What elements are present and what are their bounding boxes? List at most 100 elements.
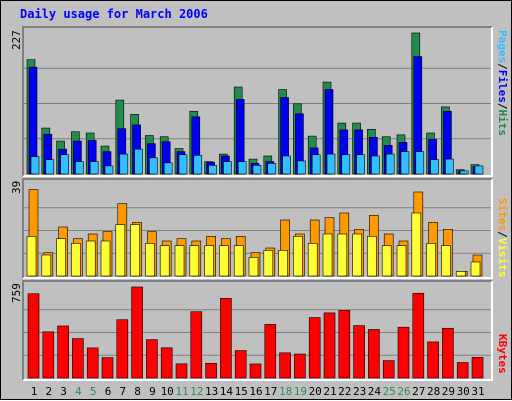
visits-bar — [26, 236, 37, 277]
pages-bar — [208, 165, 217, 175]
visits-bar — [100, 240, 111, 277]
kbytes-bar — [175, 363, 188, 379]
day-tick-label: 30 — [457, 385, 470, 398]
day-tick-label: 9 — [149, 385, 156, 398]
visits-bar — [189, 245, 200, 277]
kbytes-bar — [146, 339, 158, 379]
kbytes-bar — [338, 310, 351, 379]
pages-bar — [252, 165, 262, 175]
day-tick-label: 13 — [205, 385, 218, 398]
pages-bar — [30, 156, 40, 175]
hits-files-pages-plot — [24, 32, 491, 175]
day-tick-label: 12 — [190, 385, 203, 398]
visits-bar — [441, 245, 451, 277]
kbytes-bar — [264, 324, 277, 379]
pages-bar — [430, 159, 439, 175]
pages-bar — [178, 154, 188, 175]
files-legend-label: Files — [496, 69, 509, 103]
day-tick-label: 7 — [119, 385, 126, 398]
pages-bar — [163, 162, 173, 175]
day-tick-label: 16 — [249, 385, 262, 398]
pages-bar — [356, 154, 365, 175]
visits-bar — [71, 243, 81, 277]
pages-bar — [223, 161, 232, 175]
day-tick-label: 25 — [383, 385, 396, 398]
day-tick-label: 10 — [161, 385, 174, 398]
visits-max-label: 39 — [10, 180, 23, 194]
visits-sites-plot — [24, 189, 491, 277]
day-tick-label: 18 — [279, 385, 292, 398]
pages-bar — [60, 154, 69, 175]
pages-bar — [371, 155, 380, 175]
chart-title: Daily usage for March 2006 — [20, 7, 208, 21]
day-tick-label: 17 — [264, 385, 277, 398]
visits-bar — [470, 261, 481, 277]
kbytes-bar — [427, 341, 439, 379]
kbytes-max-label: 759 — [10, 283, 23, 303]
kbytes-bar — [86, 347, 99, 379]
visits-bar — [411, 212, 422, 277]
visits-bar — [352, 233, 362, 277]
day-tick-label: 11 — [175, 385, 188, 398]
day-tick-label: 24 — [368, 385, 382, 398]
pages-bar — [193, 155, 203, 175]
pages-bar — [400, 151, 410, 175]
visits-bar — [293, 236, 303, 277]
pages-bar — [341, 154, 351, 175]
kbytes-bar — [42, 331, 55, 379]
kbytes-bar — [471, 357, 484, 379]
visits-bar — [56, 238, 66, 277]
visits-sites-panel — [22, 178, 493, 279]
kbytes-bar — [116, 319, 129, 379]
visits-bar — [174, 245, 185, 277]
pages-bar — [45, 159, 55, 175]
kbytes-plot — [24, 286, 491, 379]
day-tick-label: 31 — [471, 385, 484, 398]
hits-files-pages-legend: Pages/Files/Hits — [496, 30, 509, 136]
visits-bar — [85, 240, 96, 277]
day-tick-label: 20 — [309, 385, 322, 398]
pages-bar — [89, 161, 99, 175]
visits-bar — [263, 250, 274, 277]
pages-bar — [267, 163, 277, 175]
pages-bar — [385, 153, 395, 175]
kbytes-bar — [131, 286, 143, 379]
day-tick-label: 26 — [397, 385, 410, 398]
day-tick-label: 4 — [75, 385, 82, 398]
visits-bar — [233, 245, 244, 277]
visits-bar — [322, 233, 333, 277]
pages-bar — [149, 157, 158, 175]
kbytes-bar — [456, 362, 469, 379]
visits-bar — [145, 243, 155, 277]
pages-bar — [459, 170, 469, 175]
kbytes-bar — [27, 293, 40, 379]
pages-bar — [311, 154, 321, 175]
day-tick-label: 19 — [294, 385, 307, 398]
visits-bar — [381, 245, 392, 277]
day-tick-label: 6 — [105, 385, 112, 398]
kbytes-bar — [190, 311, 203, 379]
pages-bar — [297, 160, 306, 175]
visits-bar — [130, 224, 140, 277]
day-tick-label: 15 — [235, 385, 248, 398]
kbytes-bar — [294, 353, 306, 379]
kbytes-bar — [234, 350, 247, 379]
day-tick-label: 2 — [45, 385, 52, 398]
visits-bar — [396, 245, 407, 277]
kbytes-bar — [160, 347, 173, 379]
day-tick-label: 21 — [323, 385, 336, 398]
day-tick-label: 28 — [427, 385, 440, 398]
day-tick-label: 14 — [220, 385, 234, 398]
day-tick-label: 3 — [60, 385, 67, 398]
pages-bar — [104, 165, 114, 175]
legend-separator: / — [496, 63, 509, 70]
visits-bar — [337, 233, 348, 277]
kbytes-bar — [220, 298, 232, 379]
visits-bar — [426, 243, 436, 277]
day-tick-label: 1 — [31, 385, 38, 398]
hits-legend-label: Hits — [496, 109, 509, 137]
visits-bar — [248, 257, 259, 277]
kbytes-bar — [353, 325, 365, 379]
kbytes-bar — [249, 363, 262, 379]
